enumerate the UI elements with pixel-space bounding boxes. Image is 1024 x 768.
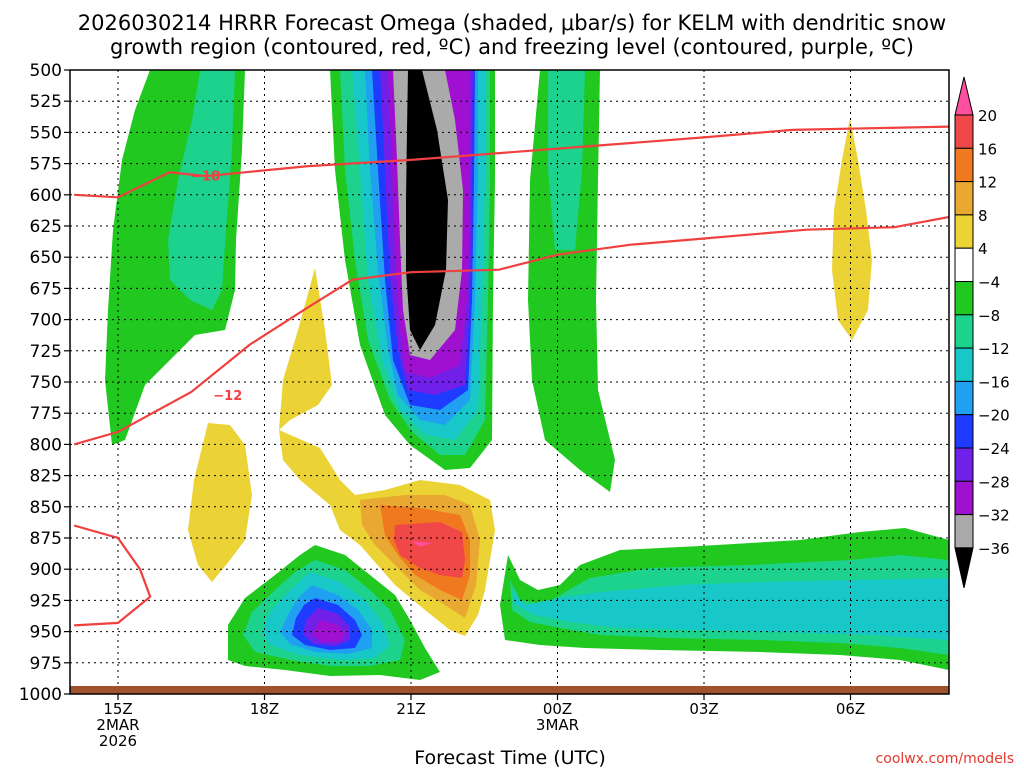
colorbar-label: −20 [978, 407, 1010, 425]
colorbar-swatch [954, 547, 974, 589]
y-tick-label: 975 [30, 654, 62, 674]
colorbar-label: 12 [978, 174, 997, 192]
x-tick-label: 3MAR [536, 716, 579, 734]
x-tick-label: 00Z [543, 700, 572, 718]
omega-field-cyan-lowband [512, 578, 949, 640]
y-tick-label: 900 [30, 560, 62, 580]
colorbar-swatch [954, 380, 974, 416]
omega-field-yellow-thin [279, 268, 332, 430]
omega-field-black-center [406, 70, 448, 350]
y-tick-label: 625 [30, 217, 62, 237]
y-tick-label: 675 [30, 279, 62, 299]
y-tick-label: 1000 [19, 685, 62, 705]
colorbar-label: −4 [978, 274, 1000, 292]
dgz-contour-line [74, 125, 949, 199]
colorbar-label: 16 [978, 140, 997, 158]
colorbar-swatch [954, 514, 974, 549]
colorbar-swatch [954, 181, 974, 216]
colorbar: 20 16 12 8 4 −4 −8 −12 −16 −20 −24 −28 −32 −36 [954, 76, 1010, 589]
credit-text: coolwx.com/models [876, 751, 1014, 767]
colorbar-swatch [954, 314, 974, 349]
x-tick-label: 2026 [99, 732, 137, 750]
dgz-contours: −18 −12 [73, 125, 949, 627]
y-tick-label: 925 [30, 591, 62, 611]
y-tick-label: 950 [30, 623, 62, 643]
y-tick-label: 825 [30, 467, 62, 487]
colorbar-swatch [954, 480, 974, 516]
colorbar-label: 4 [978, 240, 988, 258]
y-tick-label: 500 [30, 61, 62, 81]
colorbar-swatch [954, 114, 974, 149]
colorbar-label: −36 [978, 540, 1010, 558]
x-tick-label: 15Z [103, 700, 132, 718]
y-tick-label: 650 [30, 248, 62, 268]
y-tick-label: 875 [30, 529, 62, 549]
dgz-contour-line [73, 215, 949, 446]
grid-lines [70, 70, 949, 694]
omega-field-purple-lowbubble [312, 620, 346, 642]
omega-field-yellow-left [188, 423, 252, 582]
colorbar-swatch [954, 447, 974, 482]
y-tick-label: 800 [30, 435, 62, 455]
y-axis: 500 525 550 575 600 625 650 675 700 725 750 775 800 8… [19, 61, 70, 705]
omega-field-red-center [394, 522, 465, 578]
colorbar-label: −8 [978, 307, 1000, 325]
chart-title-line-2: growth region (contoured, red, ºC) and f… [110, 35, 914, 59]
y-tick-label: 775 [30, 404, 62, 424]
y-tick-label: 725 [30, 342, 62, 362]
y-tick-label: 575 [30, 155, 62, 175]
colorbar-swatch [954, 347, 974, 382]
colorbar-swatch [954, 247, 974, 282]
dgz-contour-label: −12 [213, 389, 242, 404]
omega-field-teal-left [168, 70, 235, 310]
omega-field-pink-center [412, 541, 432, 547]
x-tick-label: 2MAR [96, 716, 139, 734]
x-tick-label: 18Z [250, 700, 279, 718]
y-tick-label: 700 [30, 311, 62, 331]
y-tick-label: 600 [30, 186, 62, 206]
colorbar-label: −12 [978, 340, 1010, 358]
omega-field-teal-right [548, 70, 585, 250]
colorbar-swatch [954, 147, 974, 183]
x-tick-label: 03Z [689, 700, 718, 718]
terrain-band [70, 686, 949, 694]
x-tick-label: 06Z [836, 700, 865, 718]
y-tick-label: 850 [30, 498, 62, 518]
colorbar-label: −28 [978, 473, 1010, 491]
colorbar-swatch [954, 76, 974, 116]
colorbar-label: −24 [978, 440, 1010, 458]
y-tick-label: 750 [30, 373, 62, 393]
x-axis-label: Forecast Time (UTC) [414, 747, 605, 768]
colorbar-swatch [954, 214, 974, 249]
colorbar-label: −32 [978, 507, 1010, 525]
colorbar-label: −16 [978, 373, 1010, 391]
colorbar-swatch [954, 414, 974, 449]
colorbar-swatch [954, 281, 974, 316]
dgz-contour-label: −18 [191, 169, 220, 184]
chart-title-line-1: 2026030214 HRRR Forecast Omega (shaded, … [78, 11, 946, 35]
colorbar-label: 20 [978, 107, 997, 125]
x-tick-label: 21Z [396, 700, 425, 718]
plot-area [70, 70, 949, 694]
dgz-contour-line [73, 524, 152, 627]
y-tick-label: 550 [30, 123, 62, 143]
colorbar-label: 8 [978, 207, 988, 225]
y-tick-label: 525 [30, 92, 62, 112]
